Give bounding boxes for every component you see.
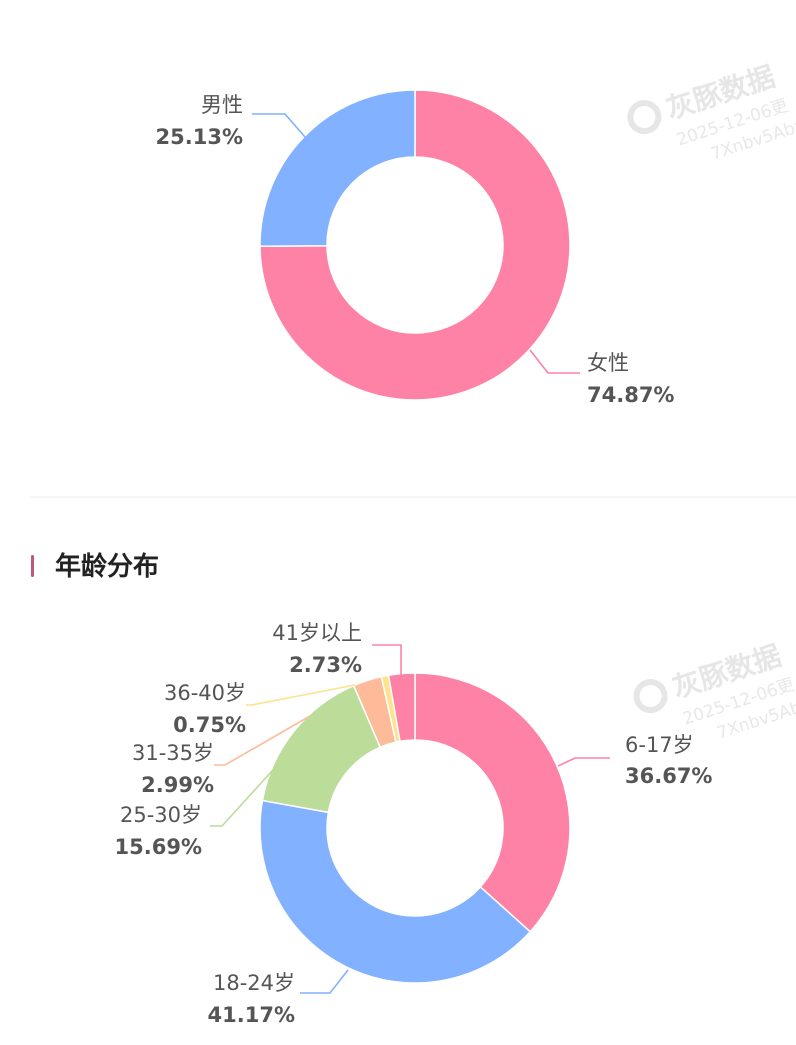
age-slice-value-0: 36.67%	[625, 764, 712, 788]
age-leader-line-3	[214, 715, 311, 766]
gender-slice-label-0: 女性	[587, 351, 629, 375]
age-donut-chart: 6-17岁 36.67% 18-24岁 41.17% 25-30岁 15.69% 31-35…	[115, 621, 713, 1027]
watermark-logo-icon	[627, 100, 662, 135]
age-donut-slice-5[interactable]	[387, 672, 416, 743]
age-slice-label-1: 18-24岁	[213, 971, 295, 995]
section-accent-bar	[31, 555, 34, 577]
gender-donut-chart: 女性 74.87% 男性 25.13%	[156, 89, 674, 407]
age-slice-value-2: 15.69%	[115, 835, 202, 859]
age-slice-label-5: 41岁以上	[272, 621, 362, 645]
section-title: 年龄分布	[55, 551, 159, 582]
age-slice-label-0: 6-17岁	[625, 733, 694, 757]
age-slice-value-3: 2.99%	[141, 773, 214, 797]
gender-leader-line-0	[529, 349, 580, 374]
age-leader-line-1	[300, 969, 349, 994]
age-donut-slice-1[interactable]	[259, 799, 532, 984]
age-donut-slice-0[interactable]	[414, 672, 571, 933]
gender-slice-label-1: 男性	[201, 93, 243, 117]
age-slice-value-1: 41.17%	[208, 1003, 295, 1027]
age-slice-value-4: 0.75%	[173, 713, 246, 737]
age-slice-label-3: 31-35岁	[132, 741, 214, 765]
age-slice-value-5: 2.73%	[289, 653, 362, 677]
age-leader-line-5	[372, 644, 402, 675]
age-leader-line-0	[557, 757, 610, 767]
age-leader-line-2	[210, 759, 283, 827]
age-slice-label-4: 36-40岁	[164, 681, 246, 705]
gender-leader-line-1	[252, 113, 306, 138]
watermark-logo-icon	[633, 679, 668, 714]
gender-donut-slice-1[interactable]	[259, 89, 416, 248]
age-slice-label-2: 25-30岁	[120, 803, 202, 827]
age-leader-line-4	[246, 684, 356, 706]
gender-donut-slice-0[interactable]	[259, 89, 571, 401]
gender-slice-value-1: 25.13%	[156, 125, 243, 149]
gender-slice-value-0: 74.87%	[587, 383, 674, 407]
watermark-top: 灰豚数据 2025-12-06更 7Xnbv5Abz	[627, 60, 796, 165]
